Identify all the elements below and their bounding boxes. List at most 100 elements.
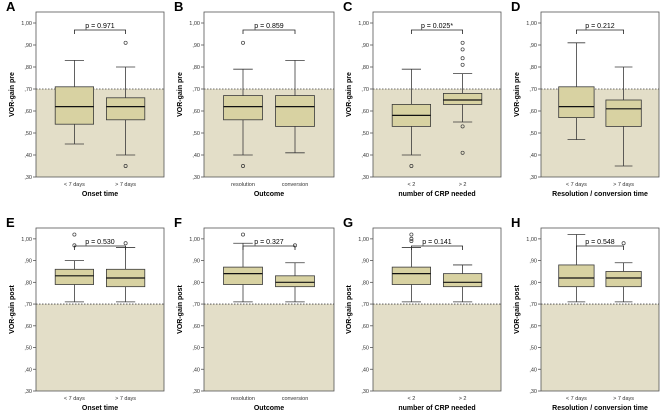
- outlier-point: [123, 164, 128, 168]
- panel-b: B ,30 ,40 ,50 ,60 ,70 ,80 ,90 1,00 VOR-gain pre re…: [174, 0, 335, 198]
- shaded-region: [204, 304, 334, 391]
- y-tick-label: ,40: [361, 367, 369, 373]
- x-tick-label: > 7 days: [115, 182, 136, 188]
- box-iqr: [223, 266, 263, 285]
- y-tick-label: ,30: [361, 389, 369, 395]
- y-tick-label: 1,00: [189, 21, 200, 27]
- box-2: [605, 66, 642, 167]
- outlier-point: [123, 40, 128, 45]
- y-tick-label: ,60: [361, 324, 369, 330]
- y-tick-label: ,80: [361, 280, 369, 286]
- y-tick-label: 1,00: [358, 237, 369, 243]
- y-axis-label: VOR-gain post: [9, 285, 16, 334]
- y-axis-label: VOR-gain pre: [9, 72, 16, 117]
- box-1: [54, 60, 95, 145]
- box-iqr: [442, 93, 483, 105]
- y-axis-label: VOR-gain post: [346, 285, 353, 334]
- box-iqr: [605, 271, 642, 288]
- panel-letter: B: [174, 0, 183, 14]
- box-1: [223, 40, 263, 168]
- outlier-point: [241, 232, 245, 237]
- y-tick-label: 1,00: [21, 21, 32, 27]
- x-tick-label: conversion: [282, 182, 309, 188]
- y-tick-label: ,30: [361, 175, 369, 181]
- y-tick-label: 1,00: [526, 21, 537, 27]
- significance-bracket: [411, 245, 463, 250]
- x-tick-label: > 7 days: [613, 396, 634, 402]
- panel-a: A ,30 ,40 ,50 ,60 ,70 ,80 ,90 1,00 VOR-gain pre < …: [6, 0, 165, 198]
- box-iqr: [605, 99, 642, 127]
- x-tick-label: > 2: [459, 182, 467, 188]
- plot-border: [540, 227, 660, 392]
- y-axis-label: VOR-gain post: [177, 285, 184, 334]
- panel-letter: E: [6, 215, 15, 230]
- box-iqr: [223, 95, 263, 121]
- x-tick-label: < 7 days: [566, 396, 587, 402]
- x-tick-label: resolution: [231, 396, 255, 402]
- box-1: [558, 42, 595, 141]
- outlier-point: [460, 124, 465, 129]
- x-tick-label: < 2: [407, 182, 415, 188]
- outlier-point: [123, 241, 128, 246]
- y-tick-label: ,90: [529, 43, 537, 49]
- y-tick-label: ,60: [192, 324, 200, 330]
- outlier-point: [409, 236, 414, 241]
- y-tick-label: ,30: [192, 389, 200, 395]
- y-tick-label: ,60: [361, 109, 369, 115]
- panel-letter: F: [174, 215, 182, 230]
- x-tick-label: > 7 days: [613, 182, 634, 188]
- box-2: [442, 40, 483, 155]
- x-tick-label: resolution: [231, 182, 255, 188]
- box-iqr: [558, 86, 595, 119]
- x-axis-label: Outcome: [254, 191, 284, 198]
- y-tick-label: ,90: [529, 259, 537, 265]
- plot-border: [35, 11, 165, 178]
- x-axis-label: number of CRP needed: [398, 405, 475, 412]
- p-value-label: p = 0.327: [254, 239, 283, 246]
- y-tick-label: ,30: [192, 175, 200, 181]
- box-iqr: [54, 86, 95, 125]
- y-tick-label: ,50: [361, 346, 369, 352]
- y-tick-label: 1,00: [526, 237, 537, 243]
- x-tick-label: conversion: [282, 396, 309, 402]
- y-tick-label: ,30: [24, 175, 32, 181]
- y-tick-label: ,40: [361, 153, 369, 159]
- y-tick-label: ,40: [24, 153, 32, 159]
- significance-bracket: [576, 29, 624, 34]
- y-tick-label: ,70: [192, 302, 200, 308]
- box-2: [605, 241, 642, 303]
- shaded-region: [541, 304, 659, 391]
- panel-e: E ,30 ,40 ,50 ,60 ,70 ,80 ,90 1,00 VOR-gain post <…: [6, 215, 165, 412]
- y-tick-label: ,70: [24, 87, 32, 93]
- outlier-point: [460, 47, 465, 52]
- y-tick-label: ,40: [24, 367, 32, 373]
- x-axis-label: Resolution / conversion time: [552, 405, 648, 412]
- x-tick-label: < 7 days: [64, 182, 85, 188]
- significance-bracket: [242, 29, 296, 34]
- y-tick-label: ,70: [529, 87, 537, 93]
- y-tick-label: ,30: [529, 389, 537, 395]
- x-tick-label: < 2: [407, 396, 415, 402]
- p-value-label: p = 0.141: [422, 239, 451, 246]
- y-tick-label: ,80: [529, 280, 537, 286]
- y-tick-label: ,90: [24, 259, 32, 265]
- y-tick-label: ,40: [192, 367, 200, 373]
- outlier-point: [621, 241, 626, 246]
- p-value-label: p = 0.025*: [421, 23, 453, 30]
- box-1: [391, 232, 432, 303]
- outlier-point: [460, 56, 465, 61]
- y-tick-label: ,70: [361, 87, 369, 93]
- p-value-label: p = 0.971: [85, 23, 114, 30]
- significance-bracket: [74, 245, 126, 250]
- significance-bracket: [74, 29, 126, 34]
- y-tick-label: ,90: [192, 43, 200, 49]
- p-value-label: p = 0.530: [85, 239, 114, 246]
- y-axis-label: VOR-gain post: [514, 285, 521, 334]
- y-tick-label: ,50: [529, 346, 537, 352]
- y-tick-label: ,40: [529, 153, 537, 159]
- y-tick-label: ,60: [192, 109, 200, 115]
- y-tick-label: ,70: [529, 302, 537, 308]
- outlier-point: [241, 164, 245, 168]
- y-axis-label: VOR-gain pre: [346, 72, 353, 117]
